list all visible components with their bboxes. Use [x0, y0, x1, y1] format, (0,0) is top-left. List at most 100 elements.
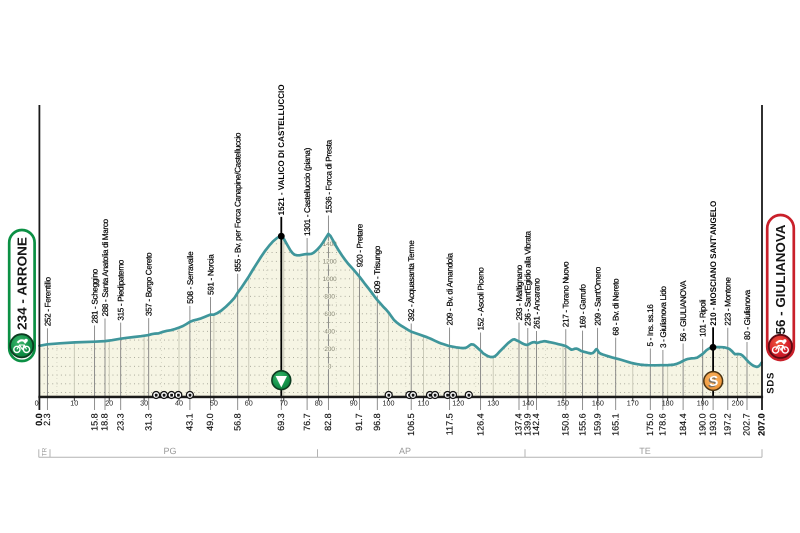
svg-text:357 - Borgo Cereto: 357 - Borgo Cereto [145, 252, 154, 316]
svg-text:126.4: 126.4 [475, 413, 485, 436]
svg-text:69.3: 69.3 [276, 413, 286, 431]
svg-text:PG: PG [163, 446, 176, 456]
svg-text:23.3: 23.3 [115, 413, 125, 431]
svg-text:110: 110 [418, 399, 429, 408]
svg-text:3 - Giulianova Lido: 3 - Giulianova Lido [659, 286, 668, 348]
svg-text:1521 - VALICO DI CASTELLUCCIO: 1521 - VALICO DI CASTELLUCCIO [277, 84, 286, 216]
svg-text:217 - Torano Nuovo: 217 - Torano Nuovo [562, 261, 571, 327]
svg-text:209 - Bv. di Amandola: 209 - Bv. di Amandola [446, 253, 455, 326]
svg-text:20: 20 [105, 399, 113, 408]
svg-text:60: 60 [245, 399, 253, 408]
svg-text:1000: 1000 [323, 276, 338, 283]
svg-text:TE: TE [639, 446, 651, 456]
svg-text:1400: 1400 [323, 241, 338, 248]
svg-text:AP: AP [399, 446, 411, 456]
svg-text:152 - Ascoli Piceno: 152 - Ascoli Piceno [477, 267, 486, 331]
svg-text:855 - Bv. per Forca Canapine/C: 855 - Bv. per Forca Canapine/Castellucci… [234, 132, 243, 272]
svg-text:392 - Acquasanta Terme: 392 - Acquasanta Terme [407, 240, 416, 322]
svg-text:117.5: 117.5 [444, 413, 454, 435]
svg-text:210 - MOSCIANO SANT'ANGELO: 210 - MOSCIANO SANT'ANGELO [709, 200, 718, 326]
svg-text:160: 160 [592, 399, 604, 408]
svg-text:31.3: 31.3 [143, 413, 153, 431]
svg-text:18.8: 18.8 [100, 413, 110, 431]
svg-text:68 - Bv. di Nereto: 68 - Bv. di Nereto [612, 278, 621, 336]
svg-text:101 - Ripoli: 101 - Ripoli [699, 299, 708, 337]
svg-text:508 - Serravalle: 508 - Serravalle [186, 251, 195, 304]
svg-text:15.8: 15.8 [89, 413, 99, 431]
svg-text:600: 600 [324, 311, 335, 318]
svg-text:0.0: 0.0 [34, 413, 44, 426]
svg-text:207.0: 207.0 [757, 413, 767, 436]
svg-text:SDS: SDS [765, 372, 776, 394]
svg-text:800: 800 [324, 294, 335, 301]
svg-text:S: S [707, 372, 720, 389]
svg-text:120: 120 [452, 399, 464, 408]
svg-text:209 - Sant'Omero: 209 - Sant'Omero [594, 266, 603, 326]
svg-text:223 - Montone: 223 - Montone [724, 277, 733, 326]
svg-text:139.9: 139.9 [523, 413, 533, 436]
svg-text:2.3: 2.3 [42, 413, 52, 426]
svg-text:106.5: 106.5 [406, 413, 416, 436]
svg-text:165.1: 165.1 [610, 413, 620, 436]
svg-text:261 - Ancarano: 261 - Ancarano [532, 278, 541, 329]
svg-text:56.8: 56.8 [232, 413, 242, 431]
svg-text:200: 200 [324, 346, 335, 353]
svg-text:30: 30 [140, 399, 148, 408]
svg-text:193.0: 193.0 [708, 413, 718, 436]
svg-text:400: 400 [324, 329, 335, 336]
svg-text:293 - Maltignano: 293 - Maltignano [515, 264, 524, 320]
svg-text:184.4: 184.4 [678, 413, 688, 436]
svg-text:1301 - Castelluccio (piana): 1301 - Castelluccio (piana) [303, 147, 312, 236]
svg-text:591 - Norcia: 591 - Norcia [206, 254, 215, 295]
svg-text:1200: 1200 [323, 259, 338, 266]
svg-text:140: 140 [522, 399, 534, 408]
svg-text:0: 0 [328, 364, 332, 371]
svg-text:137.4: 137.4 [514, 413, 524, 436]
svg-text:159.9: 159.9 [592, 413, 602, 436]
svg-text:234 - ARRONE: 234 - ARRONE [15, 237, 30, 330]
svg-text:90: 90 [350, 399, 358, 408]
svg-text:S: S [706, 373, 719, 390]
svg-text:180: 180 [662, 399, 674, 408]
svg-text:169 - Garrufo: 169 - Garrufo [579, 284, 588, 329]
svg-text:202.7: 202.7 [742, 413, 752, 436]
svg-text:609 - Trisungo: 609 - Trisungo [373, 245, 382, 293]
svg-text:190: 190 [697, 399, 709, 408]
svg-text:56 - GIULIANOVA: 56 - GIULIANOVA [679, 280, 688, 341]
svg-text:236 - Sant'Egidio alla Vibrata: 236 - Sant'Egidio alla Vibrata [524, 231, 533, 326]
svg-text:150.8: 150.8 [561, 413, 571, 436]
svg-text:170: 170 [627, 399, 639, 408]
svg-text:155.6: 155.6 [577, 413, 587, 436]
svg-text:130: 130 [487, 399, 499, 408]
svg-text:43.1: 43.1 [185, 413, 195, 431]
svg-text:80: 80 [315, 399, 323, 408]
svg-text:175.0: 175.0 [645, 413, 655, 436]
svg-text:82.8: 82.8 [323, 413, 333, 431]
svg-text:96.8: 96.8 [372, 413, 382, 431]
svg-text:91.7: 91.7 [354, 413, 364, 431]
svg-text:76.7: 76.7 [302, 413, 312, 431]
svg-text:315 - Piedipaterno: 315 - Piedipaterno [117, 259, 126, 320]
svg-text:288 - Santa Anatolia di Marco: 288 - Santa Anatolia di Marco [101, 218, 110, 316]
svg-text:197.2: 197.2 [723, 413, 733, 436]
svg-text:10: 10 [70, 399, 78, 408]
svg-text:200: 200 [732, 399, 744, 408]
svg-text:56 - GIULIANOVA: 56 - GIULIANOVA [773, 224, 788, 335]
svg-text:150: 150 [557, 399, 569, 408]
svg-text:40: 40 [175, 399, 183, 408]
svg-text:920 - Pretare: 920 - Pretare [355, 223, 364, 267]
svg-text:TR: TR [42, 447, 49, 456]
svg-text:49.0: 49.0 [205, 413, 215, 431]
svg-text:178.6: 178.6 [658, 413, 668, 436]
svg-text:100: 100 [383, 399, 395, 408]
svg-text:50: 50 [210, 399, 218, 408]
svg-text:281 - Scheggino: 281 - Scheggino [91, 268, 100, 323]
svg-text:190.0: 190.0 [697, 413, 707, 436]
svg-text:80 - Giulianova: 80 - Giulianova [743, 289, 752, 340]
svg-text:5 - Ins. ss.16: 5 - Ins. ss.16 [646, 304, 655, 347]
svg-text:1536 - Forca di Presta: 1536 - Forca di Presta [324, 139, 333, 213]
svg-text:142.4: 142.4 [531, 413, 541, 436]
svg-text:252 - Ferentillo: 252 - Ferentillo [43, 276, 52, 326]
svg-text:70: 70 [280, 399, 288, 408]
svg-text:0: 0 [35, 399, 39, 408]
